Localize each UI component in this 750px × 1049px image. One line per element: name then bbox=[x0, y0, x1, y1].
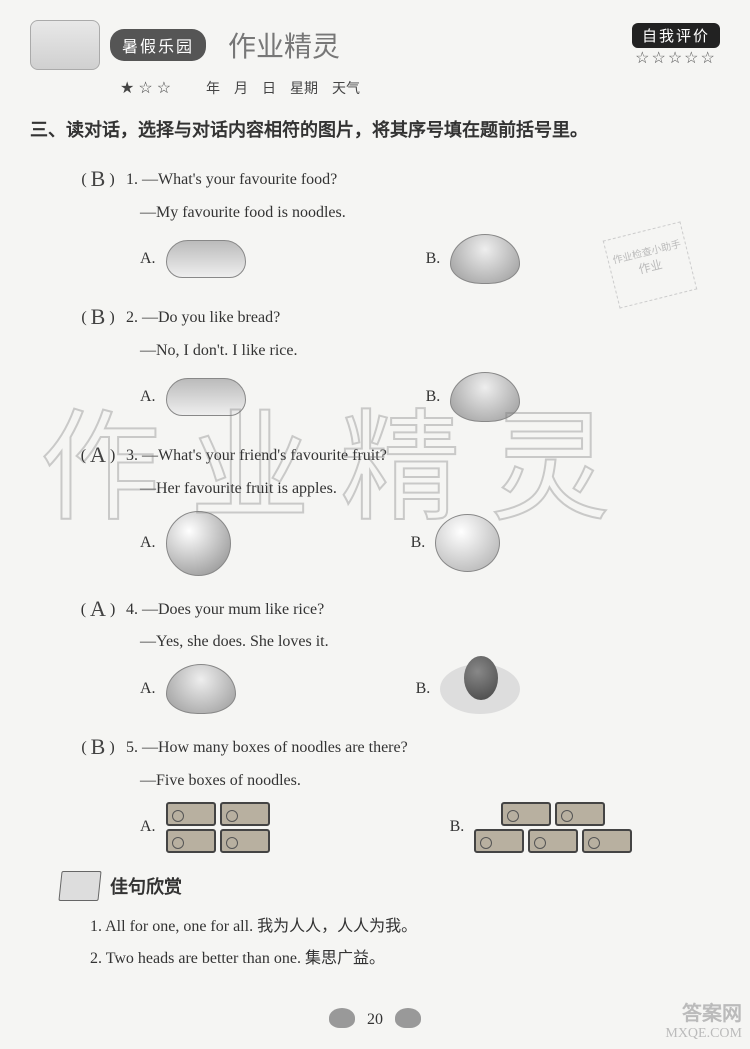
section-instruction: 三、读对话，选择与对话内容相符的图片，将其序号填在题前括号里。 bbox=[30, 116, 720, 142]
question-number: 1. bbox=[126, 171, 138, 188]
script-title: 作业精灵 bbox=[228, 25, 340, 65]
question-number: 3. bbox=[126, 447, 138, 464]
option-label: B. bbox=[416, 674, 431, 704]
dialogue-line: —Five boxes of noodles. bbox=[140, 766, 720, 796]
question-block: ( B )2. —Do you like bread? —No, I don't.… bbox=[70, 294, 720, 422]
option-a: A. bbox=[140, 511, 231, 576]
question-block: ( B )5. —How many boxes of noodles are t… bbox=[70, 724, 720, 853]
sub-header: ★ ☆ ☆ 年 月 日 星期 天气 bbox=[120, 78, 720, 98]
option-label: B. bbox=[426, 382, 441, 412]
options-row: A. B. bbox=[140, 802, 720, 853]
answer-bracket: ( B ) bbox=[70, 156, 126, 198]
page-footer: 20 bbox=[0, 1004, 750, 1029]
bird-icon bbox=[395, 1008, 421, 1028]
answer-bracket: ( B ) bbox=[70, 294, 126, 336]
option-label: A. bbox=[140, 382, 156, 412]
date-line: 年 月 日 星期 天气 bbox=[206, 82, 360, 97]
dialogue-line: —Her favourite fruit is apples. bbox=[140, 474, 720, 504]
handwritten-answer: B bbox=[91, 166, 106, 191]
dialogue-line: —Does your mum like rice? bbox=[142, 601, 324, 618]
dialogue-line: —Yes, she does. She loves it. bbox=[140, 627, 720, 657]
handwritten-answer: A bbox=[90, 442, 106, 467]
option-b: B. bbox=[426, 234, 521, 284]
orange-icon bbox=[435, 514, 500, 572]
dialogue-line: —No, I don't. I like rice. bbox=[140, 336, 720, 366]
small-stars: ★ ☆ ☆ bbox=[120, 80, 171, 97]
option-b: B. bbox=[416, 664, 521, 714]
quotes-section-title: 佳句欣赏 bbox=[60, 871, 720, 901]
question-number: 2. bbox=[126, 309, 138, 326]
self-eval-label: 自我评价 bbox=[632, 23, 720, 48]
apple-icon bbox=[166, 511, 231, 576]
bird-icon bbox=[329, 1008, 355, 1028]
self-eval-box: 自我评价 ☆☆☆☆☆ bbox=[632, 23, 720, 68]
option-label: B. bbox=[450, 812, 465, 842]
handwritten-answer: B bbox=[91, 734, 106, 759]
handwritten-answer: A bbox=[90, 596, 106, 621]
option-label: A. bbox=[140, 528, 156, 558]
bowl-icon bbox=[450, 372, 520, 422]
answer-bracket: ( A ) bbox=[70, 432, 126, 474]
handwritten-answer: B bbox=[91, 304, 106, 329]
option-a: A. bbox=[140, 802, 270, 853]
answer-bracket: ( A ) bbox=[70, 586, 126, 628]
rating-stars: ☆☆☆☆☆ bbox=[632, 48, 720, 68]
question-number: 4. bbox=[126, 601, 138, 618]
option-b: B. bbox=[450, 802, 633, 853]
option-label: A. bbox=[140, 812, 156, 842]
dialogue-line: —What's your favourite food? bbox=[142, 171, 337, 188]
page-number: 20 bbox=[367, 1011, 383, 1028]
option-label: A. bbox=[140, 244, 156, 274]
corner-wm-line2: MXQE.COM bbox=[665, 1026, 742, 1043]
question-number: 5. bbox=[126, 739, 138, 756]
boxes-4-icon bbox=[166, 802, 270, 853]
option-b: B. bbox=[426, 372, 521, 422]
question-block: ( A )4. —Does your mum like rice? —Yes, s… bbox=[70, 586, 720, 714]
bread-icon bbox=[166, 240, 246, 278]
corner-wm-line1: 答案网 bbox=[665, 1002, 742, 1026]
dialogue-line: —Do you like bread? bbox=[142, 309, 280, 326]
bowl-icon bbox=[166, 664, 236, 714]
quote-line: 1. All for one, one for all. 我为人人，人人为我。 bbox=[90, 911, 720, 943]
bowl-icon bbox=[450, 234, 520, 284]
dialogue-line: —What's your friend's favourite fruit? bbox=[142, 447, 387, 464]
quotes-heading: 佳句欣赏 bbox=[110, 873, 182, 899]
options-row: A. B. bbox=[140, 664, 720, 714]
option-label: A. bbox=[140, 674, 156, 704]
corner-watermark: 答案网 MXQE.COM bbox=[665, 1002, 742, 1043]
option-b: B. bbox=[411, 514, 501, 572]
option-a: A. bbox=[140, 240, 246, 278]
answer-bracket: ( B ) bbox=[70, 724, 126, 766]
dialogue-line: —My favourite food is noodles. bbox=[140, 198, 720, 228]
bread-icon bbox=[166, 378, 246, 416]
header-illustration bbox=[30, 20, 100, 70]
quote-line: 2. Two heads are better than one. 集思广益。 bbox=[90, 943, 720, 975]
dialogue-line: —How many boxes of noodles are there? bbox=[142, 739, 408, 756]
question-block: ( A )3. —What's your friend's favourite … bbox=[70, 432, 720, 575]
options-row: A. B. bbox=[140, 511, 720, 576]
option-a: A. bbox=[140, 664, 236, 714]
egg-plate-icon bbox=[440, 664, 520, 714]
option-label: B. bbox=[426, 244, 441, 274]
title-pill: 暑假乐园 bbox=[110, 29, 206, 61]
book-icon bbox=[58, 871, 101, 901]
option-label: B. bbox=[411, 528, 426, 558]
boxes-5-icon bbox=[474, 802, 632, 853]
page-header: 暑假乐园 作业精灵 自我评价 ☆☆☆☆☆ bbox=[30, 20, 720, 70]
options-row: A. B. bbox=[140, 372, 720, 422]
option-a: A. bbox=[140, 378, 246, 416]
